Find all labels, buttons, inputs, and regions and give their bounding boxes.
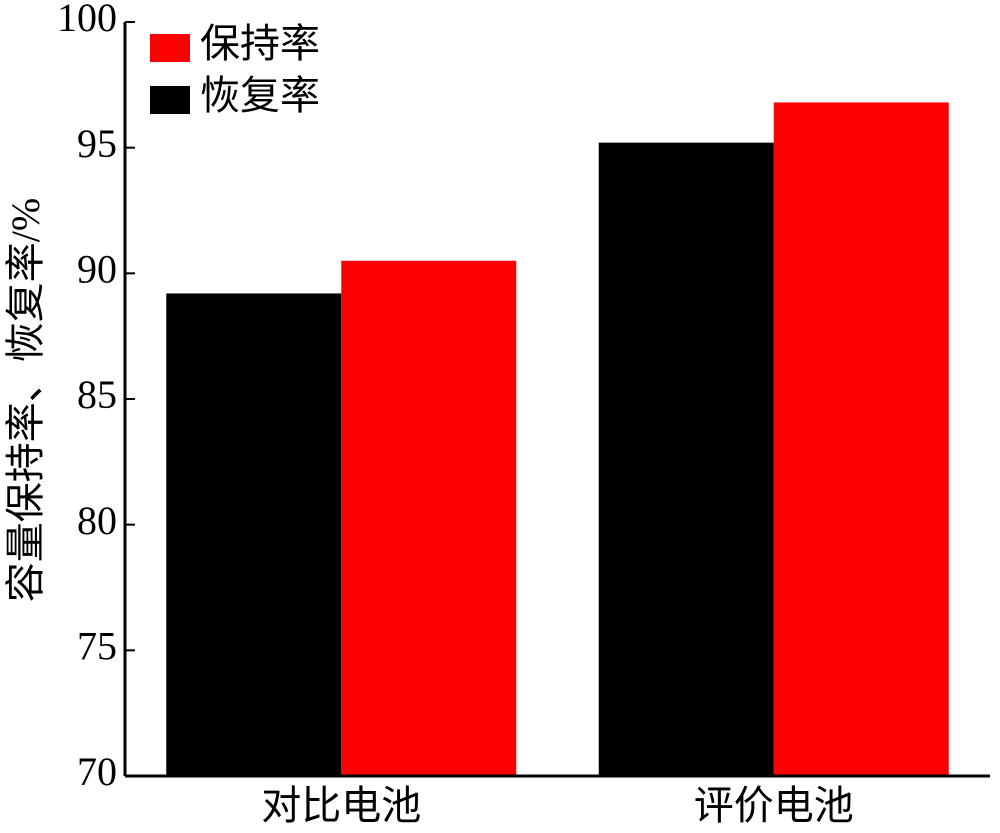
y-tick-label: 100 xyxy=(57,0,117,40)
x-tick-label: 评价电池 xyxy=(694,783,854,828)
y-tick-label: 95 xyxy=(77,121,117,166)
bar xyxy=(773,102,949,777)
y-tick-label: 70 xyxy=(77,749,117,794)
bar xyxy=(598,142,774,776)
legend-swatch xyxy=(150,86,190,114)
bar xyxy=(166,293,342,776)
legend-swatch xyxy=(150,34,190,62)
y-tick-label: 75 xyxy=(77,624,117,669)
legend-label: 保持率 xyxy=(200,21,320,66)
y-tick-label: 90 xyxy=(77,247,117,292)
legend-label: 恢复率 xyxy=(200,73,320,118)
y-tick-label: 85 xyxy=(77,372,117,417)
y-axis-label: 容量保持率、恢复率/% xyxy=(3,198,48,602)
bar xyxy=(341,260,517,776)
x-tick-label: 对比电池 xyxy=(261,783,421,828)
y-tick-label: 80 xyxy=(77,498,117,543)
